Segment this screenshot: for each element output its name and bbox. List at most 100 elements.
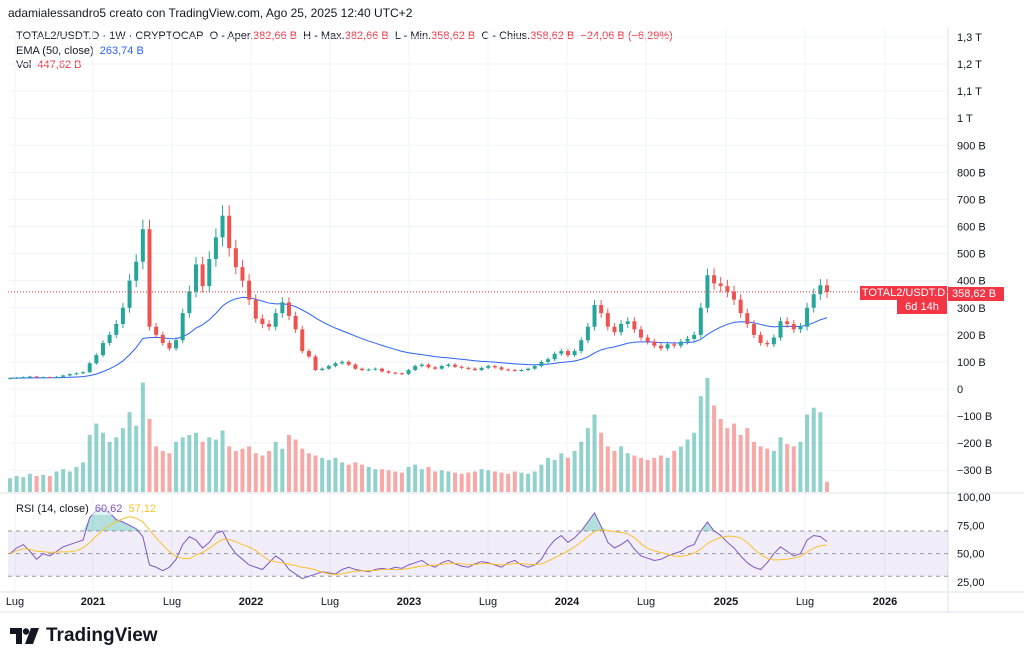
volume-bar — [360, 464, 365, 492]
time-axis-tick: 2025 — [714, 596, 738, 608]
candle — [605, 308, 610, 331]
volume-bar — [373, 469, 378, 492]
volume-bar — [705, 378, 710, 492]
volume-bar — [738, 435, 743, 492]
candle-body — [732, 291, 737, 300]
candle — [21, 376, 26, 379]
volume-bar — [599, 432, 604, 492]
symbol-info[interactable]: TOTAL2/USDT.D · 1W · CRYPTOCAP — [16, 30, 204, 42]
candle-body — [94, 355, 99, 364]
volume-bar — [805, 414, 810, 492]
price-axis-tick: −300 B — [957, 465, 992, 477]
volume-bar — [745, 428, 750, 492]
candle — [306, 348, 311, 359]
candle — [426, 363, 431, 369]
candle-body — [419, 364, 424, 366]
candle — [207, 251, 212, 293]
candle — [751, 320, 756, 339]
volume-bar — [94, 423, 99, 492]
volume-bar — [552, 460, 557, 492]
volume-bar — [559, 453, 564, 492]
candle-body — [326, 365, 331, 369]
candle-body — [8, 378, 12, 380]
candle-body — [300, 329, 305, 352]
volume-bar — [107, 441, 112, 492]
ema-legend[interactable]: EMA (50, close) 263,74 B — [16, 45, 144, 57]
candle-body — [805, 307, 810, 327]
volume-bar — [413, 464, 418, 492]
candle-body — [818, 285, 823, 295]
candle — [512, 368, 517, 372]
volume-bar — [751, 441, 756, 492]
candle-body — [267, 324, 272, 327]
candle — [233, 239, 238, 275]
volume-bar — [87, 435, 92, 492]
price-axis-tick: 600 B — [957, 222, 986, 234]
candle — [785, 317, 790, 328]
candle — [632, 317, 637, 333]
rsi-axis-tick: 50,00 — [957, 549, 985, 561]
rsi-legend[interactable]: RSI (14, close) 60,62 57,12 — [16, 503, 157, 515]
volume-legend[interactable]: Vol 447,62 B — [16, 59, 81, 71]
change-value: −24,06 B (−6,29%) — [580, 30, 673, 42]
volume-bar — [698, 396, 703, 492]
candle-body — [698, 307, 703, 335]
ema-label: EMA (50, close) — [16, 45, 94, 57]
volume-bar — [8, 478, 12, 492]
price-axis-tick: 0 — [957, 384, 963, 396]
candle-body — [645, 337, 650, 342]
candle-body — [81, 372, 86, 374]
candle-body — [758, 334, 763, 343]
candle — [818, 279, 823, 300]
candle — [698, 302, 703, 339]
candle — [672, 341, 677, 349]
candle-body — [539, 361, 544, 366]
volume-bar — [247, 446, 252, 492]
candle-body — [233, 248, 238, 268]
volume-bar — [47, 476, 52, 492]
candle-body — [546, 359, 551, 362]
candle — [725, 279, 730, 298]
candle — [825, 279, 829, 298]
candle — [253, 294, 258, 323]
candle-body — [526, 368, 531, 371]
volume-bar — [592, 414, 597, 492]
volume-bar — [180, 437, 185, 492]
candle-body — [346, 361, 351, 365]
low-label: L - Min. — [394, 30, 432, 42]
candle-body — [74, 373, 79, 375]
candle-body — [453, 364, 458, 367]
low-value: 358,62 B — [431, 30, 476, 42]
symbol-legend: TOTAL2/USDT.D · 1W · CRYPTOCAP O - Aper.… — [16, 30, 673, 42]
time-axis-tick: Lug — [479, 596, 497, 608]
price-axis-tick: 1,2 T — [957, 59, 982, 71]
volume-bar — [114, 437, 119, 492]
candle-body — [180, 313, 185, 341]
price-axis-tick: 1,3 T — [957, 32, 982, 44]
volume-bar — [585, 428, 590, 492]
candle-body — [466, 367, 471, 369]
volume-bar — [732, 423, 737, 492]
volume-bar — [665, 457, 670, 492]
tradingview-logo[interactable]: TradingView — [10, 625, 158, 647]
candle-body — [313, 356, 318, 371]
candle — [539, 360, 544, 368]
candle — [692, 331, 697, 342]
candle — [665, 341, 670, 351]
volume-bar — [253, 453, 258, 492]
candle-body — [785, 321, 790, 325]
volume-bar — [672, 450, 677, 492]
volume-bar — [419, 469, 424, 492]
rsi-band — [8, 530, 948, 577]
candle-body — [592, 305, 597, 327]
candle-body — [479, 367, 484, 371]
volume-bar — [366, 466, 371, 492]
candle-body — [519, 370, 524, 372]
candle-body — [725, 286, 730, 292]
tradingview-logo-icon — [10, 628, 39, 644]
candle-body — [107, 334, 112, 343]
candle-body — [193, 264, 198, 292]
volume-bar — [220, 430, 225, 492]
price-axis-tick: 700 B — [957, 194, 986, 206]
